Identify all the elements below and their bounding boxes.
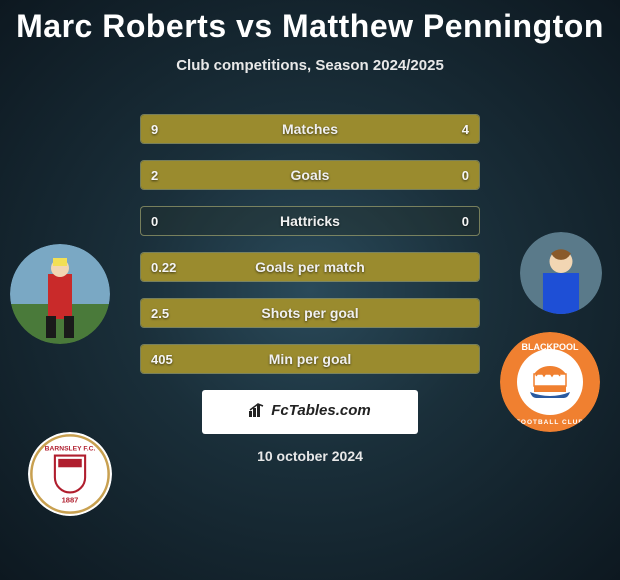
player1-club-crest: BARNSLEY F.C. 1887 [28, 432, 112, 516]
stat-value-right: 0 [462, 161, 469, 189]
stat-row: 405Min per goal [140, 344, 480, 374]
stat-label: Shots per goal [141, 299, 479, 327]
stat-row: 2Goals0 [140, 160, 480, 190]
stat-label: Matches [141, 115, 479, 143]
chart-icon [249, 403, 267, 422]
player2-club-crest: BLACKPOOL FOOTBALL CLUB [500, 332, 600, 432]
stat-label: Goals [141, 161, 479, 189]
player1-photo [10, 244, 110, 344]
watermark-box: FcTables.com [202, 390, 418, 434]
stat-row: 9Matches4 [140, 114, 480, 144]
stat-value-right: 4 [462, 115, 469, 143]
watermark-text: FcTables.com [271, 402, 370, 419]
player1-photo-placeholder-icon [10, 244, 110, 344]
blackpool-crest-icon: BLACKPOOL FOOTBALL CLUB [500, 332, 600, 432]
stat-row: 0.22Goals per match [140, 252, 480, 282]
svg-text:BLACKPOOL: BLACKPOOL [522, 342, 579, 352]
subtitle: Club competitions, Season 2024/2025 [0, 57, 620, 74]
player2-photo [520, 232, 602, 314]
comparison-content: BARNSLEY F.C. 1887 BLACKPOOL FOOTBALL CL… [0, 114, 620, 464]
stats-table: 9Matches42Goals00Hattricks00.22Goals per… [140, 114, 480, 374]
page-title: Marc Roberts vs Matthew Pennington [0, 0, 620, 45]
svg-text:1887: 1887 [62, 496, 79, 505]
stat-row: 2.5Shots per goal [140, 298, 480, 328]
svg-text:BARNSLEY F.C.: BARNSLEY F.C. [45, 445, 96, 452]
player2-photo-placeholder-icon [520, 232, 602, 314]
svg-text:FOOTBALL CLUB: FOOTBALL CLUB [516, 419, 584, 426]
stat-row: 0Hattricks0 [140, 206, 480, 236]
stat-label: Hattricks [141, 207, 479, 235]
barnsley-crest-icon: BARNSLEY F.C. 1887 [28, 432, 112, 516]
stat-value-right: 0 [462, 207, 469, 235]
stat-label: Goals per match [141, 253, 479, 281]
stat-label: Min per goal [141, 345, 479, 373]
